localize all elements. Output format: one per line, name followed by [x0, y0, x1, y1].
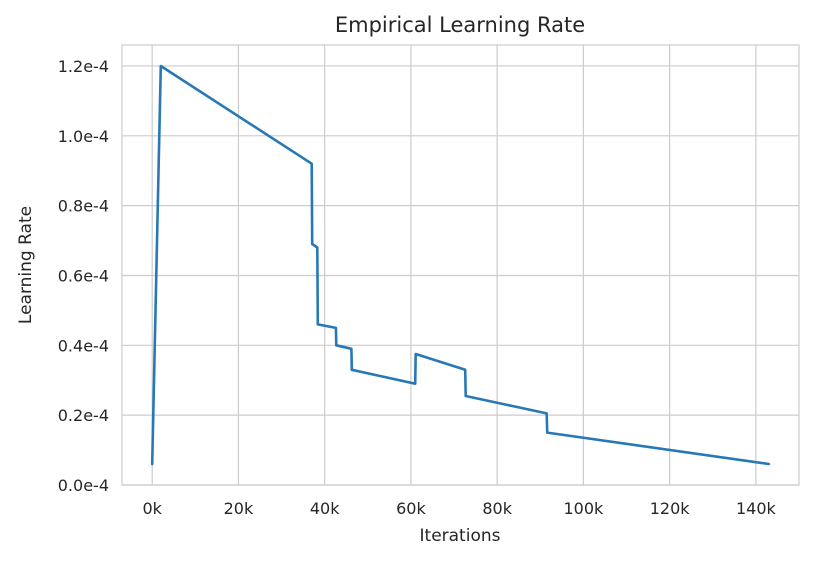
x-tick-label: 120k [650, 499, 691, 518]
y-tick-label: 0.8e-4 [58, 197, 109, 216]
x-tick-labels: 0k 20k 40k 60k 80k 100k 120k 140k [142, 499, 776, 518]
series-layer [150, 64, 771, 466]
x-tick-label: 140k [736, 499, 777, 518]
x-tick-label: 40k [310, 499, 340, 518]
chart-title: Empirical Learning Rate [335, 13, 585, 37]
y-tick-label: 0.6e-4 [58, 266, 109, 285]
x-tick-label: 0k [142, 499, 162, 518]
y-tick-labels: 0.0e-4 0.2e-4 0.4e-4 0.6e-4 0.8e-4 1.0e-4 1.2e… [58, 57, 109, 495]
plot-frame [121, 44, 800, 486]
y-axis-label: Learning Rate [16, 206, 36, 324]
y-tick-label: 0.4e-4 [58, 336, 109, 355]
y-tick-label: 0.2e-4 [58, 406, 109, 425]
x-tick-label: 100k [563, 499, 604, 518]
x-tick-label: 20k [224, 499, 254, 518]
x-tick-label: 80k [482, 499, 512, 518]
y-tick-label: 1.0e-4 [58, 127, 109, 146]
y-tick-label: 0.0e-4 [58, 476, 109, 495]
x-axis-label: Iterations [420, 526, 501, 546]
y-tick-label: 1.2e-4 [58, 57, 109, 76]
x-tick-label: 60k [396, 499, 426, 518]
grid-lines [122, 45, 799, 486]
learning-rate-line [150, 64, 771, 466]
